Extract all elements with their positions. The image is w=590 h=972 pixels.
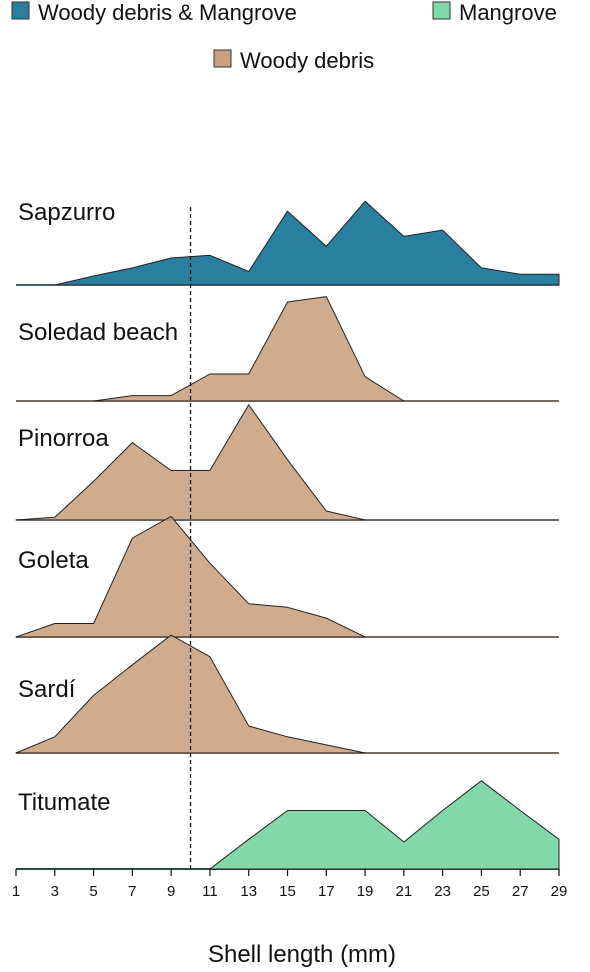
ridge-titumate: Titumate bbox=[16, 780, 560, 870]
x-tick-label: 27 bbox=[512, 883, 529, 900]
ridge-soledad-beach: Soledad beach bbox=[16, 296, 559, 402]
x-tick-label: 1 bbox=[12, 883, 20, 900]
x-tick-label: 15 bbox=[279, 883, 296, 900]
ridge-area bbox=[15, 404, 366, 521]
x-tick-label: 25 bbox=[473, 883, 490, 900]
site-label: Goleta bbox=[18, 547, 89, 574]
legend-label: Woody debris & Mangrove bbox=[38, 0, 297, 25]
legend: Woody debris & Mangrove Mangrove Woody deb… bbox=[11, 0, 557, 73]
legend-item-woody-debris: Woody debris bbox=[213, 48, 374, 73]
x-tick-label: 5 bbox=[89, 883, 97, 900]
site-label: Sardí bbox=[18, 676, 76, 703]
ridge-sapzurro: Sapzurro bbox=[16, 199, 560, 286]
site-label: Sapzurro bbox=[18, 199, 115, 226]
x-axis-title: Shell length (mm) bbox=[208, 941, 396, 968]
x-tick-label: 9 bbox=[167, 883, 175, 900]
site-label: Soledad beach bbox=[18, 319, 178, 346]
x-tick-label: 29 bbox=[551, 883, 568, 900]
x-tick-label: 13 bbox=[240, 883, 257, 900]
legend-label: Woody debris bbox=[240, 48, 374, 73]
ridge-goleta: Goleta bbox=[15, 515, 559, 638]
site-label: Titumate bbox=[18, 789, 110, 816]
ridge-area bbox=[15, 515, 366, 638]
ridge-area bbox=[93, 296, 405, 402]
x-axis: 1 3 5 7 9 11 13 15 17 19 21 23 25 27 29 bbox=[12, 869, 568, 900]
ridge-area bbox=[209, 780, 560, 870]
ridges: Sapzurro Soledad beach Pinorroa Goleta Sardí… bbox=[15, 199, 560, 870]
x-tick-label: 7 bbox=[128, 883, 136, 900]
legend-swatch bbox=[432, 1, 451, 20]
legend-item-mangrove: Mangrove bbox=[432, 0, 557, 25]
x-tick-label: 17 bbox=[318, 883, 335, 900]
legend-label: Mangrove bbox=[459, 0, 557, 25]
x-tick-label: 11 bbox=[202, 883, 218, 900]
ridge-pinorroa: Pinorroa bbox=[15, 404, 559, 521]
ridge-sardi: Sardí bbox=[15, 634, 559, 754]
legend-swatch bbox=[11, 1, 30, 20]
ridge-area bbox=[54, 200, 560, 286]
x-tick-label: 21 bbox=[396, 883, 413, 900]
x-tick-label: 23 bbox=[434, 883, 451, 900]
x-tick-label: 19 bbox=[357, 883, 374, 900]
legend-swatch bbox=[213, 49, 232, 68]
legend-item-woody-debris-and-mangrove: Woody debris & Mangrove bbox=[11, 0, 297, 25]
site-label: Pinorroa bbox=[18, 425, 109, 452]
ridge-area bbox=[15, 634, 366, 754]
x-tick-label: 3 bbox=[51, 883, 59, 900]
